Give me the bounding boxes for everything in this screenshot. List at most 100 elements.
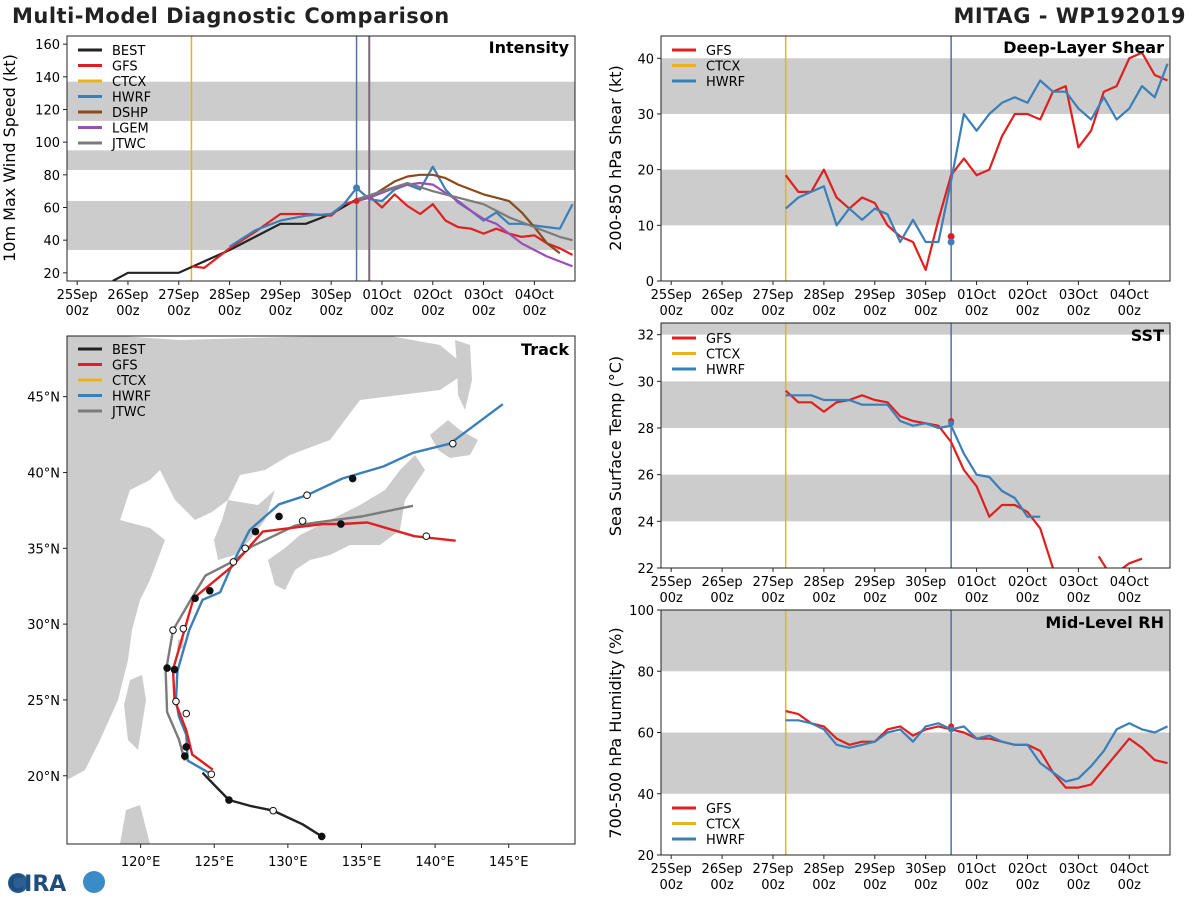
rh-chart: 2040608010025Sep00z26Sep00z27Sep00z28Sep… <box>629 604 1171 893</box>
shear-xtick-label: 30Sep <box>905 288 946 303</box>
track-ytick-label: 35°N <box>27 542 60 557</box>
sst-xtick-label: 00z <box>812 591 836 606</box>
shear-legend-label: GFS <box>706 44 732 59</box>
sst-legend-label: HWRF <box>706 363 745 378</box>
intensity-hwrf-init-marker <box>353 184 361 192</box>
sst-band <box>661 474 1170 522</box>
track-marker <box>241 544 249 553</box>
sst-ytick-label: 22 <box>637 562 654 577</box>
shear-legend-label: CTCX <box>706 60 740 75</box>
shear-ytick-label: 40 <box>637 52 654 67</box>
track-marker <box>179 624 188 633</box>
rh-ytick-label: 20 <box>637 849 654 864</box>
rh-xtick-label: 04Oct <box>1110 862 1149 877</box>
track-ytick-label: 45°N <box>27 391 60 406</box>
track-marker <box>422 532 431 540</box>
sst-xtick-label: 01Oct <box>957 575 996 590</box>
intensity-ytick-label: 80 <box>43 169 60 184</box>
intensity-ytick-label: 40 <box>43 234 60 249</box>
track-marker <box>448 439 457 448</box>
sst-xtick-label: 03Oct <box>1059 575 1098 590</box>
sst-frame <box>660 322 1171 569</box>
logo-text: CIRA <box>8 872 66 897</box>
sst-ytick-label: 28 <box>637 422 654 437</box>
sst-line-gfs <box>784 389 1054 568</box>
shear-gfs-init-marker <box>947 232 955 240</box>
intensity-line-gfs <box>191 193 574 269</box>
track-marker <box>229 558 238 566</box>
luzon <box>120 805 150 844</box>
rh-title: Mid-Level RH <box>1045 613 1164 632</box>
track-marker <box>206 586 214 595</box>
track-line-jtwc <box>164 504 414 761</box>
track-marker <box>348 474 357 483</box>
sst-xtick-label: 02Oct <box>1008 575 1047 590</box>
shear-xtick-label: 26Sep <box>702 288 743 303</box>
rh-hwrf-init-marker <box>948 726 955 733</box>
track-legend-label: HWRF <box>112 390 151 405</box>
intensity-ytick-label: 160 <box>35 38 60 53</box>
sst-series-group <box>784 389 1143 568</box>
intensity-xtick-label: 00z <box>65 304 89 319</box>
cira-logo: CIRA <box>8 871 105 897</box>
intensity-xtick-label: 00z <box>421 304 445 319</box>
intensity-legend-label: CTCX <box>112 75 146 90</box>
intensity-xtick-label: 00z <box>218 304 242 319</box>
sst-ylabel: Sea Surface Temp (°C) <box>606 356 625 536</box>
intensity-line-dshp <box>356 173 561 255</box>
sst-ytick-label: 32 <box>637 329 654 344</box>
intensity-band <box>67 81 575 121</box>
track-legend-label: BEST <box>112 343 145 358</box>
sst-ytick-label: 30 <box>637 375 654 390</box>
shear-xtick-label: 04Oct <box>1110 288 1149 303</box>
track-ytick-label: 30°N <box>27 618 60 633</box>
sst-line-hwrf <box>785 394 1041 518</box>
rh-ytick-label: 80 <box>637 665 654 680</box>
rh-xtick-label: 00z <box>812 878 836 893</box>
rh-band <box>661 732 1170 794</box>
rh-xtick-label: 00z <box>863 878 887 893</box>
rh-xtick-label: 00z <box>659 878 683 893</box>
page-title: Multi-Model Diagnostic Comparison <box>12 4 450 28</box>
rh-xtick-label: 00z <box>1067 878 1091 893</box>
korea-peninsula <box>214 490 275 560</box>
sst-xtick-label: 00z <box>863 591 887 606</box>
rh-ytick-label: 40 <box>637 788 654 803</box>
rh-xtick-label: 26Sep <box>702 862 743 877</box>
sst-xtick-label: 00z <box>1016 591 1040 606</box>
intensity-xtick-label: 01Oct <box>362 288 401 303</box>
rh-legend-label: GFS <box>706 802 732 817</box>
shear-xtick-label: 00z <box>1118 304 1142 319</box>
intensity-ytick-label: 120 <box>35 104 60 119</box>
taiwan <box>124 675 146 750</box>
sst-legend-label: GFS <box>706 332 732 347</box>
rh-ytick-label: 60 <box>637 727 654 742</box>
shear-ytick-label: 0 <box>646 275 654 290</box>
intensity-title: Intensity <box>489 38 570 57</box>
shear-xtick-label: 00z <box>659 304 683 319</box>
sst-title: SST <box>1131 326 1164 345</box>
rh-line-hwrf <box>785 719 1168 783</box>
sst-xtick-label: 29Sep <box>854 575 895 590</box>
track-line-hwrf <box>174 403 504 776</box>
track-marker <box>170 665 179 674</box>
sst-xtick-label: 00z <box>1067 591 1091 606</box>
track-ytick-label: 25°N <box>27 694 60 709</box>
track-marker <box>337 520 345 528</box>
intensity-xtick-label: 00z <box>167 304 191 319</box>
track-marker <box>191 594 199 603</box>
track-marker <box>251 527 260 536</box>
sst-ytick-label: 26 <box>637 469 654 484</box>
sst-hwrf-init-marker <box>948 420 955 427</box>
shear-frame <box>660 35 1171 282</box>
rh-xtick-label: 29Sep <box>854 862 895 877</box>
shear-legend-label: HWRF <box>706 75 745 90</box>
sst-xtick-label: 27Sep <box>752 575 793 590</box>
intensity-gfs-init-marker <box>353 197 360 204</box>
intensity-chart: 2040608010012014016025Sep00z26Sep00z27Se… <box>35 35 576 319</box>
intensity-xtick-label: 00z <box>472 304 496 319</box>
sst-xtick-label: 26Sep <box>702 575 743 590</box>
shear-xtick-label: 00z <box>710 304 734 319</box>
intensity-xtick-label: 04Oct <box>515 288 554 303</box>
